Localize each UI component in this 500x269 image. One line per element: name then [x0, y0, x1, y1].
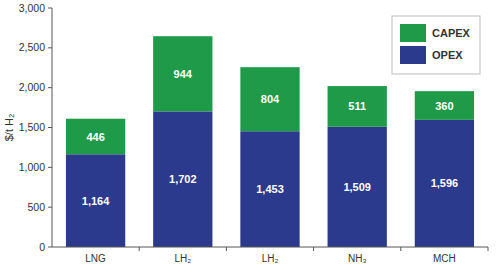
legend-swatch [400, 46, 426, 64]
x-tick [488, 247, 489, 251]
bar-segment [328, 86, 387, 127]
y-tick [48, 247, 52, 248]
y-axis-label: $/t H₂ [3, 114, 15, 142]
y-tick [48, 8, 52, 9]
data-label: 1,453 [256, 183, 284, 195]
bar-segment [328, 127, 387, 247]
y-tick [48, 167, 52, 168]
x-tick-label: LNG [85, 253, 106, 264]
data-label: 1,702 [169, 173, 197, 185]
data-label: 1,509 [343, 181, 371, 193]
chart: 0 500 1,000 1,500 2,000 2,500 3,000 $/t H₂ 1,164… [0, 0, 500, 269]
bar-segment [153, 36, 212, 111]
x-tick-label: LH₂ [174, 253, 191, 264]
x-tick [400, 247, 401, 251]
bar-segment [415, 120, 474, 247]
x-tick [313, 247, 314, 251]
y-tick-label: 3,000 [19, 2, 45, 14]
bar-segment [240, 67, 299, 131]
bar-segment [240, 131, 299, 247]
x-tick-label: NH₃ [348, 253, 367, 264]
x-tick [226, 247, 227, 251]
y-tick [48, 127, 52, 128]
y-tick-label: 0 [39, 241, 45, 253]
data-label: 446 [86, 131, 104, 143]
bar-segment [66, 154, 125, 247]
data-label: 1,596 [431, 177, 459, 189]
y-tick [48, 87, 52, 88]
bar-segment [66, 119, 125, 155]
x-axis [52, 247, 488, 248]
data-label: 944 [174, 68, 193, 80]
x-tick-label: LH₂ [262, 253, 279, 264]
y-axis [52, 8, 53, 247]
x-tick-label: MCH [433, 253, 456, 264]
y-tick-label: 500 [27, 201, 45, 213]
y-tick [48, 47, 52, 48]
data-label: 804 [261, 93, 280, 105]
y-tick-label: 1,500 [19, 121, 45, 133]
data-label: 1,164 [82, 195, 110, 207]
legend-swatch [400, 24, 426, 42]
legend-label: OPEX [432, 49, 463, 61]
bar-segment [153, 111, 212, 247]
legend-label: CAPEX [432, 27, 471, 39]
data-label: 360 [435, 100, 453, 112]
y-tick-label: 2,500 [19, 41, 45, 53]
data-label: 511 [348, 100, 366, 112]
legend-box [392, 16, 480, 74]
bar-segment [415, 91, 474, 120]
y-tick-label: 1,000 [19, 161, 45, 173]
x-tick [139, 247, 140, 251]
y-tick [48, 207, 52, 208]
y-tick-label: 2,000 [19, 81, 45, 93]
